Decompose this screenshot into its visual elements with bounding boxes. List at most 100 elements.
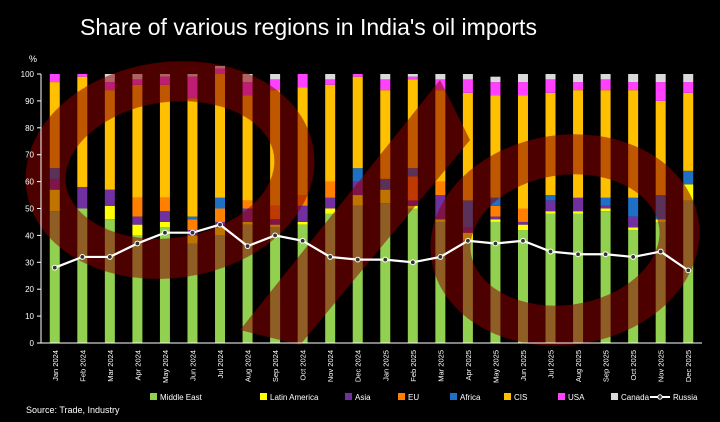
legend-swatch: [504, 393, 511, 400]
bar-segment-latin-america: [573, 211, 584, 214]
x-tick-label: Mar 2024: [106, 350, 115, 382]
y-axis: 0 10 20 30 40 50 60 70 80 90 100%: [21, 54, 42, 348]
bar-segment-latin-america: [628, 227, 639, 231]
bar-segment-eu: [159, 197, 170, 212]
bar-segment-asia: [628, 216, 639, 228]
bar-segment-latin-america: [545, 211, 556, 214]
russia-point: [217, 221, 223, 228]
legend-swatch: [398, 393, 405, 400]
bar-segment-usa: [380, 79, 391, 91]
bar-segment-canada: [380, 74, 391, 80]
legend-label: USA: [568, 393, 585, 402]
x-tick-label: Dec 2024: [354, 350, 363, 382]
russia-point: [409, 259, 416, 266]
x-tick-label: Jan 2024: [51, 350, 60, 381]
bar-segment-middle-east: [490, 221, 501, 343]
x-tick-label: Apr 2025: [464, 350, 473, 380]
bar-segment-africa: [352, 168, 363, 182]
legend-swatch: [150, 393, 157, 400]
bar-segment-cis: [104, 90, 115, 190]
bar-segment-latin-america: [132, 224, 143, 236]
legend-swatch: [558, 393, 565, 400]
bar-segment-africa: [215, 197, 226, 209]
y-tick-label: 70: [25, 151, 34, 160]
russia-point: [520, 237, 526, 244]
russia-point: [51, 264, 58, 271]
y-tick-label: 10: [25, 312, 34, 321]
legend-line-marker: [657, 394, 663, 400]
russia-line-group: [51, 221, 692, 274]
bar-segment-cis: [490, 95, 501, 198]
bar-segment-canada: [600, 74, 611, 80]
russia-point: [547, 248, 554, 255]
bar-segment-asia: [104, 189, 115, 206]
russia-point: [575, 251, 581, 258]
russia-point: [79, 254, 86, 260]
bar-segment-middle-east: [104, 219, 115, 343]
legend-label: EU: [408, 393, 419, 402]
y-tick-label: 0: [30, 339, 35, 348]
bar-segment-canada: [325, 74, 336, 80]
bar-segment-usa: [573, 82, 584, 91]
bar-segment-usa: [600, 79, 611, 91]
bar-segment-africa: [545, 195, 556, 201]
bar-segment-canada: [545, 74, 556, 80]
bar-segment-eu: [517, 208, 528, 222]
bar-segment-latin-america: [600, 208, 611, 212]
bar-segment-canada: [462, 74, 473, 80]
russia-point: [327, 254, 334, 260]
bar-segment-usa: [325, 79, 336, 85]
bar-segment-middle-east: [159, 227, 170, 343]
x-tick-label: Oct 2025: [629, 350, 638, 380]
x-tick-label: May 2025: [491, 350, 500, 383]
bar-segment-eu: [490, 205, 501, 217]
y-tick-label: 30: [25, 258, 34, 267]
bar-segment-cis: [655, 100, 666, 196]
bar-segment-asia: [325, 197, 336, 209]
bar-segment-cis: [187, 98, 198, 217]
russia-point: [272, 232, 279, 239]
bar-segment-middle-east: [77, 208, 88, 343]
legend-swatch: [611, 393, 618, 400]
bar-segment-asia: [297, 205, 308, 222]
bar-segment-eu: [132, 197, 143, 217]
bar-segment-eu: [215, 208, 226, 222]
x-tick-label: May 2024: [161, 350, 170, 383]
y-tick-label: 50: [25, 205, 34, 214]
bar-segment-usa: [49, 74, 60, 83]
x-tick-label: Jun 2024: [188, 350, 197, 381]
bar-segment-canada: [270, 74, 281, 80]
x-tick-label: Feb 2025: [409, 350, 418, 382]
bar-segment-canada: [683, 74, 694, 83]
bar-segment-middle-east: [270, 227, 281, 343]
bar-segment-africa: [187, 216, 198, 220]
bar-segment-usa: [352, 74, 363, 77]
legend-label: Canada: [621, 393, 650, 402]
bar-segment-usa: [270, 79, 281, 91]
bar-segment-latin-america: [517, 224, 528, 231]
bar-segment-usa: [683, 82, 694, 93]
bar-segment-cis: [628, 90, 639, 198]
bar-segment-asia: [600, 205, 611, 209]
russia-point: [134, 240, 141, 247]
russia-point: [492, 240, 499, 247]
x-tick-label: Nov 2024: [326, 350, 335, 382]
watermark-logo: [25, 61, 700, 346]
bar-segment-usa: [490, 82, 501, 96]
bar-segment-canada: [517, 74, 528, 83]
bar-segment-asia: [159, 211, 170, 222]
x-tick-label: Jun 2025: [519, 350, 528, 381]
bar-segment-cis: [325, 84, 336, 182]
russia-point: [106, 254, 113, 260]
legend: Middle East Latin America Asia EU Africa CIS U…: [150, 393, 698, 402]
bar-segment-middle-east: [407, 208, 418, 343]
russia-point: [299, 237, 306, 244]
bar-segment-usa: [517, 82, 528, 96]
bar-segment-africa: [600, 197, 611, 206]
russia-point: [685, 267, 692, 274]
bar-segment-usa: [628, 82, 639, 91]
russia-point: [464, 237, 471, 244]
bar-segment-canada: [407, 74, 418, 77]
bar-segment-canada: [490, 76, 501, 83]
